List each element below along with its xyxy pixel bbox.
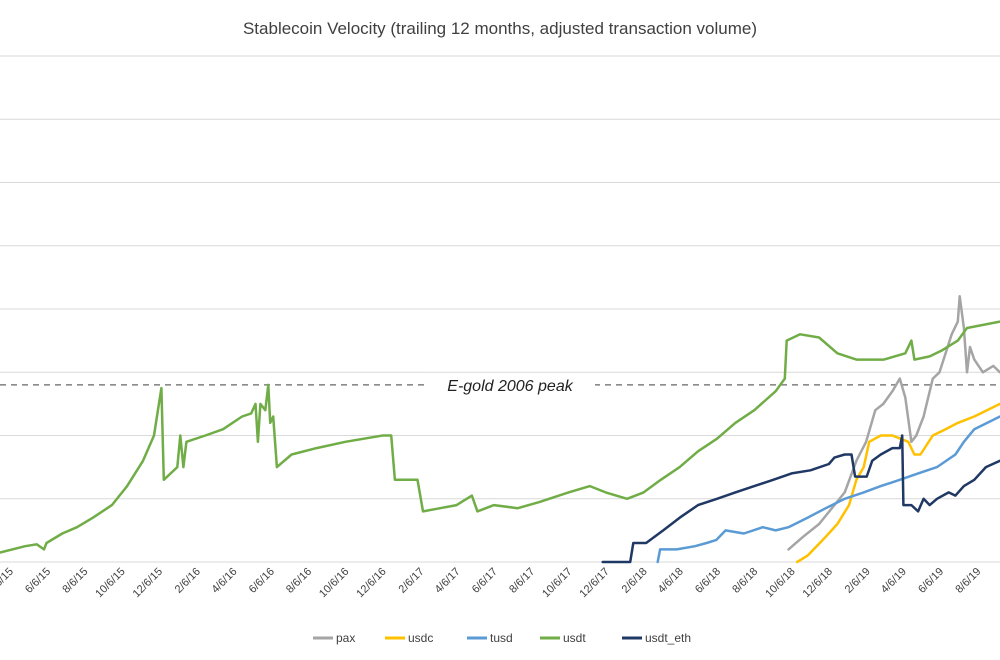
x-tick-label: 2/6/17 [397, 566, 427, 596]
x-axis-tick-labels: 4/6/15 6/6/15 8/6/15 10/6/15 12/6/15 2/6/16 4/… [0, 566, 984, 600]
x-tick-label: 8/6/16 [284, 566, 314, 596]
x-tick-label: 12/6/18 [801, 566, 835, 600]
series-line-pax [787, 295, 1000, 551]
series-lines [0, 295, 1000, 564]
x-tick-label: 2/6/19 [843, 566, 873, 596]
x-tick-label: 6/6/17 [470, 566, 500, 596]
chart-title: Stablecoin Velocity (trailing 12 months,… [243, 19, 757, 38]
legend-label-tusd: tusd [490, 631, 513, 645]
x-tick-label: 8/6/17 [507, 566, 537, 596]
series-line-usdt_eth [601, 434, 1000, 564]
x-tick-label: 10/6/15 [93, 566, 127, 600]
x-tick-label: 12/6/16 [354, 566, 388, 600]
x-tick-label: 4/6/15 [0, 566, 16, 596]
x-tick-label: 10/6/16 [317, 566, 351, 600]
x-tick-label: 4/6/17 [433, 566, 463, 596]
series-line-tusd [656, 415, 1000, 564]
x-tick-label: 10/6/18 [763, 566, 797, 600]
x-tick-label: 10/6/17 [540, 566, 574, 600]
legend: pax usdc tusd usdt usdt_eth [313, 631, 691, 645]
egold-peak-label-background [425, 372, 595, 397]
x-tick-label: 6/6/16 [247, 566, 277, 596]
x-tick-label: 12/6/15 [131, 566, 165, 600]
x-tick-label: 8/6/18 [730, 566, 760, 596]
x-tick-label: 6/6/15 [23, 566, 53, 596]
x-tick-label: 4/6/18 [656, 566, 686, 596]
x-tick-label: 12/6/17 [577, 566, 611, 600]
x-tick-label: 4/6/19 [879, 566, 909, 596]
x-tick-label: 4/6/16 [209, 566, 239, 596]
x-tick-label: 6/6/18 [693, 566, 723, 596]
x-tick-label: 6/6/19 [916, 566, 946, 596]
series-line-usdt [0, 320, 1000, 554]
legend-label-usdc: usdc [408, 631, 433, 645]
x-tick-label: 2/6/16 [173, 566, 203, 596]
gridlines [0, 55, 1000, 563]
egold-peak-label: E-gold 2006 peak [447, 378, 573, 395]
x-tick-label: 2/6/18 [620, 566, 650, 596]
legend-label-pax: pax [336, 631, 355, 645]
x-tick-label: 8/6/19 [953, 566, 983, 596]
x-tick-label: 8/6/15 [60, 566, 90, 596]
legend-label-usdt: usdt [563, 631, 586, 645]
legend-label-usdt_eth: usdt_eth [645, 631, 691, 645]
series-line-usdc [795, 402, 1000, 564]
annotation-layer: E-gold 2006 peak [0, 372, 1000, 397]
